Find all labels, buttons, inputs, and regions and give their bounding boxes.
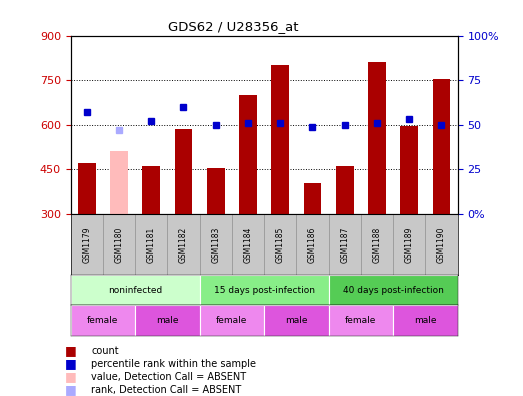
Text: GSM1188: GSM1188	[372, 226, 381, 263]
Text: male: male	[414, 316, 437, 325]
Text: GSM1181: GSM1181	[147, 226, 156, 263]
Bar	[401, 126, 418, 214]
Text: GSM1184: GSM1184	[244, 226, 253, 263]
Text: GSM1190: GSM1190	[437, 226, 446, 263]
Text: GSM1186: GSM1186	[308, 226, 317, 263]
Bar	[304, 183, 321, 214]
Text: value, Detection Call = ABSENT: value, Detection Call = ABSENT	[92, 372, 246, 382]
Bar	[135, 305, 200, 336]
Bar	[336, 166, 354, 214]
Bar	[71, 275, 200, 305]
Bar	[142, 166, 160, 214]
Bar	[207, 168, 224, 214]
Bar	[271, 65, 289, 214]
Text: noninfected: noninfected	[108, 286, 162, 295]
Text: ■: ■	[65, 345, 76, 358]
Text: GSM1183: GSM1183	[211, 226, 220, 263]
Bar	[78, 163, 96, 214]
Bar	[239, 95, 257, 214]
Text: GSM1187: GSM1187	[340, 226, 349, 263]
Bar	[110, 151, 128, 214]
Title: GDS62 / U28356_at: GDS62 / U28356_at	[168, 20, 299, 33]
Bar	[328, 275, 458, 305]
Bar	[328, 305, 393, 336]
Text: percentile rank within the sample: percentile rank within the sample	[92, 359, 256, 369]
Text: 15 days post-infection: 15 days post-infection	[213, 286, 315, 295]
Text: female: female	[87, 316, 119, 325]
Text: GSM1189: GSM1189	[405, 226, 414, 263]
Bar	[175, 129, 192, 214]
Text: ■: ■	[65, 357, 76, 370]
Bar	[264, 305, 328, 336]
Text: GSM1182: GSM1182	[179, 226, 188, 263]
Text: ■: ■	[65, 370, 76, 383]
Text: male: male	[156, 316, 179, 325]
Bar	[71, 305, 135, 336]
Bar	[433, 79, 450, 214]
Text: male: male	[285, 316, 308, 325]
Text: rank, Detection Call = ABSENT: rank, Detection Call = ABSENT	[92, 385, 242, 394]
Bar	[368, 62, 386, 214]
Text: 40 days post-infection: 40 days post-infection	[343, 286, 444, 295]
Bar	[200, 275, 328, 305]
Text: ■: ■	[65, 383, 76, 396]
Bar	[393, 305, 458, 336]
Text: GSM1180: GSM1180	[115, 226, 123, 263]
Text: GSM1185: GSM1185	[276, 226, 285, 263]
Text: count: count	[92, 346, 119, 356]
Text: GSM1179: GSM1179	[82, 226, 91, 263]
Bar	[200, 305, 264, 336]
Text: female: female	[216, 316, 247, 325]
Text: female: female	[345, 316, 377, 325]
